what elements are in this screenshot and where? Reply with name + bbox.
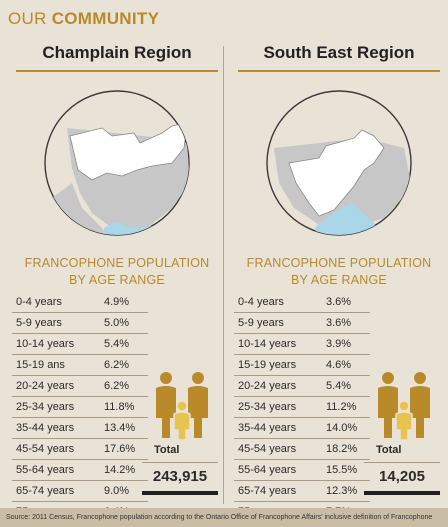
age-value: 14.0%: [326, 422, 358, 434]
south-east-map-illustration: [266, 90, 412, 236]
table-row: 25-34 years 11.8%: [12, 397, 148, 418]
age-value: 14.2%: [104, 464, 136, 476]
age-value: 3.6%: [326, 296, 352, 308]
column-divider: [223, 46, 224, 504]
champlain-map-illustration: [44, 90, 190, 236]
total-label: Total: [154, 444, 180, 456]
total-value: 14,205: [364, 462, 440, 495]
section-heading-line1: FRANCOPHONE POPULATION: [246, 256, 432, 270]
age-value: 5.4%: [326, 380, 352, 392]
family-icon: [376, 370, 436, 441]
age-label: 20-24 years: [238, 380, 297, 392]
age-value: 3.9%: [326, 338, 352, 350]
family-icon: [154, 370, 214, 441]
table-row: 10-14 years 5.4%: [12, 334, 148, 355]
region-champlain: Champlain Region FRANCOPHONE POPULATION …: [12, 40, 222, 523]
section-heading-line2: BY AGE RANGE: [291, 273, 387, 287]
age-label: 10-14 years: [238, 338, 297, 350]
table-row: 35-44 years 13.4%: [12, 418, 148, 439]
section-heading: FRANCOPHONE POPULATION BY AGE RANGE: [12, 255, 222, 289]
table-row: 65-74 years 12.3%: [234, 481, 370, 502]
table-row: 10-14 years 3.9%: [234, 334, 370, 355]
age-label: 25-34 years: [16, 401, 75, 413]
age-table: 0-4 years 3.6% 5-9 years 3.6% 10-14 years 3…: [234, 292, 370, 523]
age-label: 35-44 years: [238, 422, 297, 434]
table-row: 45-54 years 17.6%: [12, 439, 148, 460]
age-label: 5-9 years: [16, 317, 62, 329]
table-row: 20-24 years 5.4%: [234, 376, 370, 397]
age-label: 15-19 years: [238, 359, 297, 371]
age-label: 15-19 ans: [16, 359, 65, 371]
age-value: 15.5%: [326, 464, 358, 476]
age-value: 12.3%: [326, 485, 358, 497]
source-footer: Source: 2011 Census, Francophone populat…: [0, 508, 448, 527]
header-emphasis: COMMUNITY: [51, 9, 160, 28]
title-rule: [16, 70, 218, 72]
region-title: Champlain Region: [42, 43, 192, 62]
age-label: 65-74 years: [238, 485, 297, 497]
age-value: 3.6%: [326, 317, 352, 329]
table-row: 35-44 years 14.0%: [234, 418, 370, 439]
age-value: 13.4%: [104, 422, 136, 434]
region-south-east: South East Region FRANCOPHONE POPULATION…: [234, 40, 444, 523]
age-label: 45-54 years: [238, 443, 297, 455]
age-label: 0-4 years: [16, 296, 62, 308]
age-value: 11.2%: [326, 401, 357, 413]
table-row: 55-64 years 15.5%: [234, 460, 370, 481]
header-prefix: OUR: [8, 9, 52, 28]
age-label: 25-34 years: [238, 401, 297, 413]
age-label: 0-4 years: [238, 296, 284, 308]
age-value: 18.2%: [326, 443, 358, 455]
table-row: 0-4 years 4.9%: [12, 292, 148, 313]
table-row: 15-19 ans 6.2%: [12, 355, 148, 376]
age-label: 55-64 years: [238, 464, 297, 476]
table-row: 45-54 years 18.2%: [234, 439, 370, 460]
age-value: 5.0%: [104, 317, 130, 329]
age-value: 17.6%: [104, 443, 136, 455]
age-value: 5.4%: [104, 338, 130, 350]
table-row: 0-4 years 3.6%: [234, 292, 370, 313]
total-label: Total: [376, 444, 402, 456]
age-value: 6.2%: [104, 359, 130, 371]
title-rule: [238, 70, 440, 72]
section-heading: FRANCOPHONE POPULATION BY AGE RANGE: [234, 255, 444, 289]
table-row: 5-9 years 5.0%: [12, 313, 148, 334]
age-label: 65-74 years: [16, 485, 75, 497]
total-value: 243,915: [142, 462, 218, 495]
age-table: 0-4 years 4.9% 5-9 years 5.0% 10-14 years 5…: [12, 292, 148, 523]
age-value: 4.9%: [104, 296, 130, 308]
age-value: 4.6%: [326, 359, 352, 371]
age-label: 10-14 years: [16, 338, 75, 350]
table-row: 55-64 years 14.2%: [12, 460, 148, 481]
age-label: 35-44 years: [16, 422, 75, 434]
section-heading-line2: BY AGE RANGE: [69, 273, 165, 287]
age-value: 6.2%: [104, 380, 130, 392]
age-label: 45-54 years: [16, 443, 75, 455]
region-map: [234, 88, 444, 236]
page-header: OUR COMMUNITY: [8, 9, 159, 29]
age-label: 20-24 years: [16, 380, 75, 392]
section-heading-line1: FRANCOPHONE POPULATION: [24, 256, 210, 270]
region-map: [12, 88, 222, 236]
age-label: 55-64 years: [16, 464, 75, 476]
table-row: 5-9 years 3.6%: [234, 313, 370, 334]
age-value: 9.0%: [104, 485, 130, 497]
table-row: 65-74 years 9.0%: [12, 481, 148, 502]
table-row: 25-34 years 11.2%: [234, 397, 370, 418]
age-value: 11.8%: [104, 401, 135, 413]
region-title: South East Region: [263, 43, 415, 62]
table-row: 20-24 years 6.2%: [12, 376, 148, 397]
source-text: Source: 2011 Census, Francophone populat…: [6, 514, 433, 521]
table-row: 15-19 years 4.6%: [234, 355, 370, 376]
age-label: 5-9 years: [238, 317, 284, 329]
